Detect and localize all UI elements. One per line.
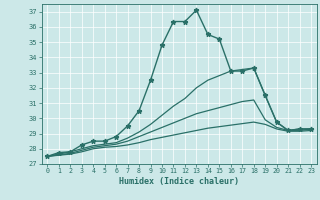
X-axis label: Humidex (Indice chaleur): Humidex (Indice chaleur) (119, 177, 239, 186)
